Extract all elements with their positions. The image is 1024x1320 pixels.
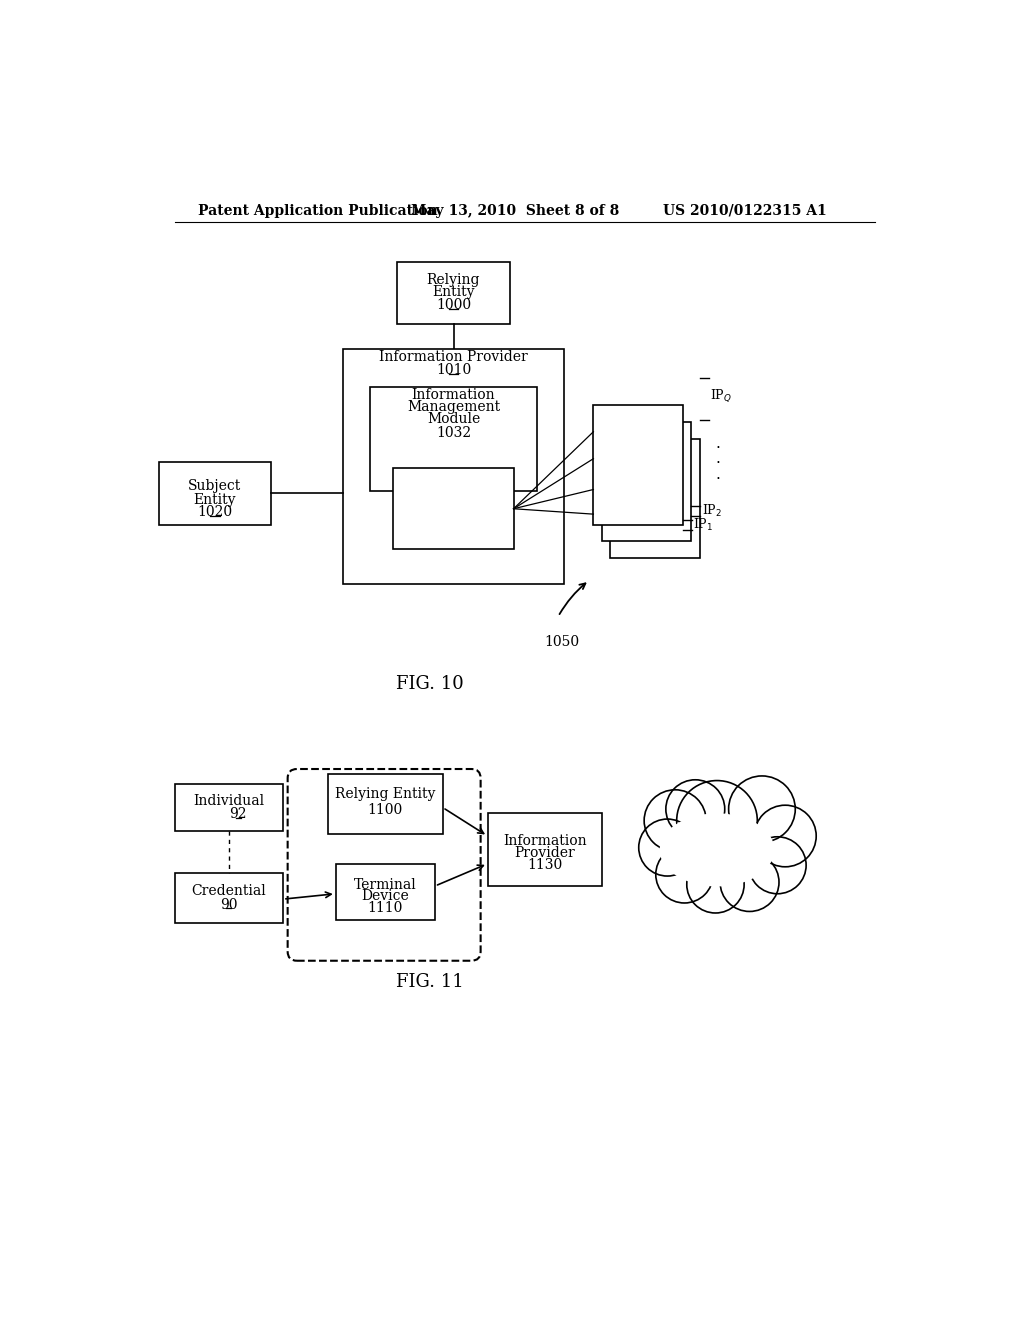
- Text: Subject: Subject: [188, 479, 242, 494]
- Text: Module: Module: [427, 412, 480, 426]
- Text: IP$_1$: IP$_1$: [693, 517, 714, 533]
- Text: Information: Information: [503, 834, 587, 847]
- Text: US 2010/0122315 A1: US 2010/0122315 A1: [663, 203, 826, 218]
- Text: 1130: 1130: [527, 858, 562, 873]
- Circle shape: [729, 776, 796, 842]
- Text: IP$_Q$: IP$_Q$: [711, 387, 732, 404]
- Text: FIG. 11: FIG. 11: [396, 973, 464, 991]
- Text: Relying: Relying: [427, 273, 480, 286]
- Text: 1140: 1140: [697, 840, 733, 853]
- Text: FIG. 10: FIG. 10: [396, 676, 464, 693]
- Bar: [328, 774, 442, 834]
- Bar: [397, 263, 510, 323]
- Circle shape: [687, 855, 744, 913]
- Text: Provider: Provider: [515, 846, 575, 859]
- Bar: [393, 469, 514, 549]
- Text: Terminal: Terminal: [354, 878, 417, 891]
- FancyBboxPatch shape: [288, 770, 480, 961]
- Text: 1032: 1032: [436, 425, 471, 440]
- Text: Entity: Entity: [194, 492, 237, 507]
- Text: .: .: [715, 466, 720, 482]
- Text: Management: Management: [407, 400, 500, 414]
- Text: Entity: Entity: [432, 285, 475, 300]
- Text: 1010: 1010: [436, 363, 471, 378]
- Bar: [593, 405, 683, 524]
- Text: Information Provider: Information Provider: [379, 350, 528, 364]
- Text: 1110: 1110: [368, 900, 403, 915]
- Text: IP$_2$: IP$_2$: [701, 503, 722, 519]
- Text: 1050: 1050: [545, 635, 580, 649]
- Circle shape: [749, 837, 806, 894]
- Bar: [159, 462, 271, 525]
- Text: .: .: [715, 436, 720, 451]
- Bar: [371, 388, 537, 491]
- Circle shape: [720, 853, 779, 911]
- Text: 1000: 1000: [436, 298, 471, 313]
- Bar: [343, 348, 564, 583]
- Circle shape: [644, 789, 707, 851]
- Text: Information: Information: [412, 388, 496, 401]
- Bar: [602, 422, 691, 541]
- Text: 92: 92: [229, 808, 247, 821]
- Text: .: .: [715, 451, 720, 466]
- Ellipse shape: [659, 813, 774, 887]
- Circle shape: [677, 780, 758, 861]
- Bar: [174, 784, 283, 830]
- Text: Domain: Domain: [663, 840, 717, 853]
- Text: Patent Application Publication: Patent Application Publication: [198, 203, 437, 218]
- Circle shape: [655, 846, 713, 903]
- Text: 1042: 1042: [436, 513, 471, 528]
- Text: 1100: 1100: [368, 803, 402, 817]
- Circle shape: [666, 780, 725, 838]
- Text: Individual: Individual: [194, 795, 264, 808]
- Bar: [174, 873, 283, 923]
- Bar: [487, 813, 602, 887]
- Text: 90: 90: [220, 899, 238, 912]
- Text: Source: Source: [429, 488, 478, 502]
- Circle shape: [639, 818, 696, 876]
- Text: 1020: 1020: [198, 504, 232, 519]
- Text: May 13, 2010  Sheet 8 of 8: May 13, 2010 Sheet 8 of 8: [411, 203, 620, 218]
- Bar: [336, 865, 435, 920]
- Bar: [610, 440, 699, 558]
- Text: Credential: Credential: [191, 884, 266, 899]
- Text: Database: Database: [421, 502, 486, 515]
- Text: Relying Entity: Relying Entity: [335, 788, 435, 801]
- Text: Device: Device: [361, 890, 410, 903]
- Circle shape: [755, 805, 816, 867]
